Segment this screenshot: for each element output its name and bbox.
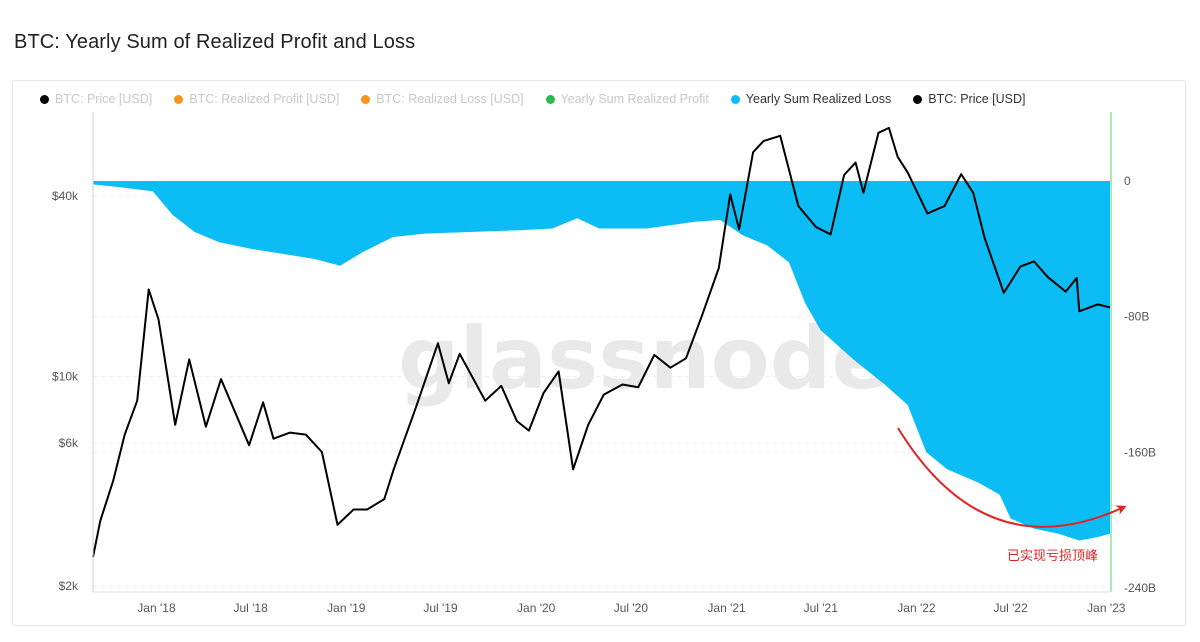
legend-label: Yearly Sum Realized Loss xyxy=(745,92,892,106)
x-axis-tick-label: Jul '20 xyxy=(614,601,649,615)
page-title: BTC: Yearly Sum of Realized Profit and L… xyxy=(14,31,416,53)
right-axis-tick-label: 0 xyxy=(1124,174,1131,188)
right-axis-tick-label: -240B xyxy=(1124,581,1156,595)
annotation-arrow xyxy=(897,427,1127,528)
left-axis-tick-label: $40k xyxy=(52,189,79,203)
line-layer xyxy=(92,126,1111,558)
watermark-text: glassnode xyxy=(398,309,890,409)
legend-dot xyxy=(174,94,184,104)
legend-label: Yearly Sum Realized Profit xyxy=(560,92,709,106)
area-layer xyxy=(93,181,1110,541)
legend-item-yearly-loss[interactable]: Yearly Sum Realized Loss xyxy=(730,92,892,106)
legend-dot xyxy=(361,94,371,104)
annotation-layer: 已实现亏损顶峰 xyxy=(897,427,1127,564)
annotation-text: 已实现亏损顶峰 xyxy=(1007,549,1098,564)
legend-label: BTC: Realized Profit [USD] xyxy=(189,92,340,106)
legend-label: BTC: Price [USD] xyxy=(55,92,153,106)
series-btc-price xyxy=(92,126,1111,558)
legend-item-realized-loss[interactable]: BTC: Realized Loss [USD] xyxy=(361,92,524,106)
left-axis-tick-label: $2k xyxy=(59,579,79,593)
x-axis-tick-label: Jul '18 xyxy=(233,601,268,615)
x-axis-tick-label: Jul '22 xyxy=(993,601,1028,615)
x-axis-tick-label: Jan '19 xyxy=(327,601,366,615)
legend-dot xyxy=(730,94,740,104)
series-yearly-sum-realized-loss xyxy=(93,181,1110,541)
x-axis-tick-label: Jul '19 xyxy=(423,601,458,615)
legend-dot xyxy=(913,94,923,104)
legend-label: BTC: Price [USD] xyxy=(928,92,1026,106)
x-axis-tick-label: Jan '18 xyxy=(137,601,176,615)
legend-item-price-1[interactable]: BTC: Price [USD] xyxy=(40,92,152,106)
legend-item-yearly-profit[interactable]: Yearly Sum Realized Profit xyxy=(545,92,709,106)
legend-dot xyxy=(40,94,49,104)
legend-item-price-2[interactable]: BTC: Price [USD] xyxy=(913,92,1026,106)
legend-item-realized-profit[interactable]: BTC: Realized Profit [USD] xyxy=(174,92,339,106)
right-axis-tick-label: -80B xyxy=(1124,310,1149,324)
right-axis-tick-label: -160B xyxy=(1124,445,1156,459)
legend-dot xyxy=(545,94,555,104)
chart-frame xyxy=(12,80,1186,626)
chart-legend: BTC: Price [USD] BTC: Realized Profit [U… xyxy=(40,92,1026,106)
legend-label: BTC: Realized Loss [USD] xyxy=(376,92,524,106)
x-axis-tick-label: Jan '23 xyxy=(1087,601,1126,615)
axis-layer: $2k $6k $10k $40k 0 -80B -160B -240B Jan '18 Jul … xyxy=(52,112,1156,615)
x-axis-tick-label: Jul '21 xyxy=(804,601,839,615)
x-axis-tick-label: Jan '22 xyxy=(897,601,936,615)
x-axis-tick-label: Jan '21 xyxy=(707,601,746,615)
left-axis-tick-label: $6k xyxy=(59,436,79,450)
left-axis-tick-label: $10k xyxy=(52,369,79,383)
x-axis-tick-label: Jan '20 xyxy=(517,601,556,615)
